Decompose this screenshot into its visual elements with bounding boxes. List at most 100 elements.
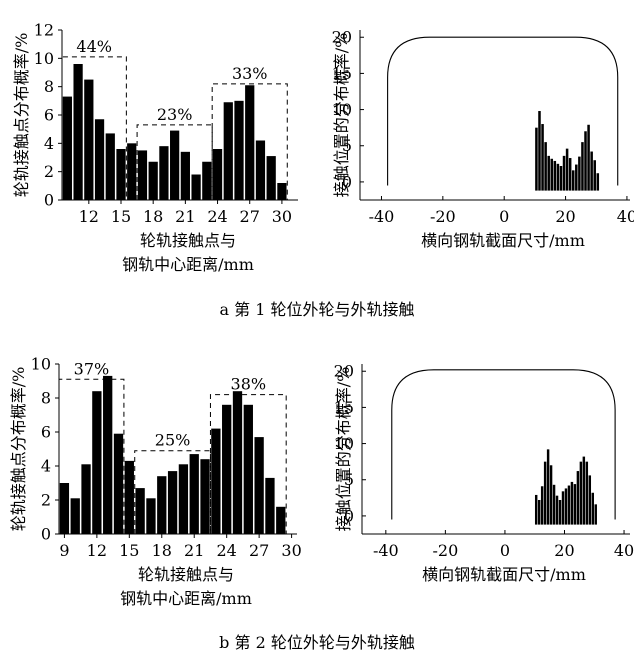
x-axis-label-line1: 轮轨接触点与 bbox=[140, 231, 236, 250]
x-tick-label: 21 bbox=[175, 207, 195, 226]
bar bbox=[245, 85, 255, 200]
bar bbox=[561, 491, 565, 525]
bar bbox=[587, 124, 590, 191]
bar bbox=[578, 156, 581, 191]
y-tick-label: 8 bbox=[44, 77, 54, 96]
x-tick-label: 20 bbox=[555, 207, 575, 226]
x-tick-label: 15 bbox=[119, 541, 139, 560]
x-tick-label: 21 bbox=[184, 541, 204, 560]
x-axis-label: 横向钢轨截面尺寸/mm bbox=[422, 565, 586, 584]
group-percent-label: 38% bbox=[231, 375, 267, 394]
bar bbox=[552, 484, 556, 525]
bar bbox=[223, 102, 233, 200]
bar bbox=[558, 500, 562, 525]
bar bbox=[593, 160, 596, 191]
y-axis-label: 轮轨接触点分布概率/% bbox=[9, 367, 28, 532]
x-tick-label: 0 bbox=[500, 541, 510, 560]
bar bbox=[232, 391, 243, 534]
y-tick-label: 10 bbox=[34, 49, 54, 68]
x-tick-label: -40 bbox=[373, 541, 399, 560]
group-box bbox=[61, 56, 127, 200]
bar bbox=[540, 486, 544, 525]
x-axis-label-line2: 钢轨中心距离/mm bbox=[122, 255, 254, 274]
bar bbox=[535, 127, 538, 191]
bar bbox=[265, 477, 275, 534]
x-tick-label: 0 bbox=[499, 207, 509, 226]
x-tick-label: 40 bbox=[617, 207, 634, 226]
bar bbox=[255, 140, 266, 200]
bar bbox=[191, 174, 201, 200]
rail-profile-outline bbox=[391, 369, 616, 520]
y-axis-label: 接触位置的分布概率/% bbox=[334, 367, 353, 532]
bar bbox=[537, 500, 541, 525]
bar bbox=[211, 428, 221, 534]
group-box bbox=[134, 450, 211, 534]
bar bbox=[588, 475, 592, 525]
y-tick-label: 6 bbox=[41, 423, 51, 442]
bar bbox=[94, 119, 105, 200]
bar bbox=[591, 492, 594, 525]
bar bbox=[180, 151, 190, 200]
bar bbox=[200, 459, 210, 534]
x-tick-label: 15 bbox=[111, 207, 131, 226]
bar bbox=[550, 158, 554, 191]
bar bbox=[553, 160, 557, 191]
bar bbox=[178, 464, 189, 534]
group-percent-label: 33% bbox=[232, 64, 268, 83]
group-percent-label: 23% bbox=[157, 105, 193, 124]
bar bbox=[590, 151, 593, 191]
bar bbox=[541, 124, 544, 191]
bar bbox=[127, 143, 137, 200]
y-tick-label: 6 bbox=[44, 106, 54, 125]
bar bbox=[243, 404, 253, 534]
x-tick-label: 18 bbox=[143, 207, 163, 226]
bar bbox=[581, 142, 584, 191]
bar bbox=[277, 183, 287, 200]
caption-b: b 第 2 轮位外轮与外轨接触 bbox=[219, 633, 415, 652]
y-tick-label: 0 bbox=[344, 506, 354, 525]
bar bbox=[534, 494, 538, 525]
bar bbox=[92, 391, 102, 534]
y-tick-label: 20 bbox=[334, 362, 354, 381]
x-tick-label: 27 bbox=[249, 541, 269, 560]
x-axis-label-line2: 钢轨中心距离/mm bbox=[120, 589, 252, 608]
group-box bbox=[136, 124, 213, 200]
bar bbox=[212, 149, 223, 200]
bar bbox=[116, 149, 126, 200]
bar bbox=[189, 454, 199, 534]
y-tick-label: 2 bbox=[41, 491, 51, 510]
bar bbox=[555, 495, 559, 525]
bar bbox=[84, 79, 94, 200]
bar bbox=[585, 461, 589, 525]
group-percent-label: 25% bbox=[155, 431, 191, 450]
x-tick-label: 18 bbox=[152, 541, 172, 560]
bar bbox=[575, 164, 578, 191]
y-tick-label: 0 bbox=[342, 172, 352, 191]
bar bbox=[137, 150, 148, 200]
x-tick-label: -40 bbox=[369, 207, 395, 226]
x-tick-label: -20 bbox=[430, 207, 456, 226]
bar bbox=[70, 498, 80, 534]
bar bbox=[222, 404, 232, 534]
bar bbox=[573, 484, 577, 525]
y-tick-label: 0 bbox=[44, 191, 54, 210]
bar bbox=[584, 131, 587, 191]
y-tick-label: 15 bbox=[332, 64, 352, 83]
bar bbox=[103, 375, 113, 534]
x-tick-label: 12 bbox=[87, 541, 107, 560]
bar bbox=[564, 488, 568, 525]
y-axis-label: 接触位置的分布概率/% bbox=[332, 33, 351, 198]
y-tick-label: 4 bbox=[41, 457, 51, 476]
bar bbox=[159, 146, 169, 200]
bar bbox=[276, 506, 286, 534]
x-tick-label: 24 bbox=[217, 541, 237, 560]
bar bbox=[594, 504, 597, 525]
y-tick-label: 8 bbox=[41, 389, 51, 408]
x-tick-label: 27 bbox=[240, 207, 260, 226]
bar bbox=[105, 133, 115, 200]
bar bbox=[568, 158, 572, 191]
bar bbox=[73, 64, 83, 200]
bar bbox=[135, 488, 145, 534]
bar bbox=[596, 173, 600, 191]
